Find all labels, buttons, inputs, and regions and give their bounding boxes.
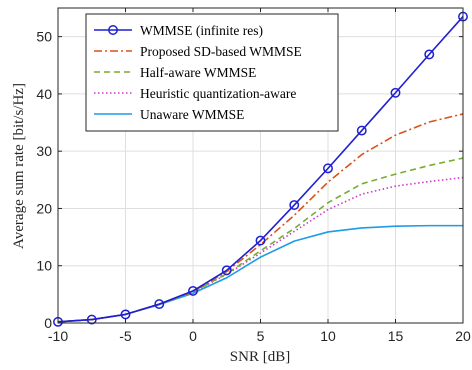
y-tick-label: 50 <box>36 29 52 45</box>
y-axis-title: Average sum rate [bit/s/Hz] <box>11 83 27 249</box>
legend-label-1: Proposed SD-based WMMSE <box>140 44 302 59</box>
x-tick-label: 5 <box>257 328 265 344</box>
x-tick-label: -10 <box>48 328 68 344</box>
series-point-0 <box>120 309 131 320</box>
y-tick-label: 30 <box>36 143 52 159</box>
series-point-0 <box>221 265 232 276</box>
x-tick-label: 10 <box>320 328 336 344</box>
series-line-3 <box>57 176 464 323</box>
x-tick-label: 20 <box>455 328 471 344</box>
series-layer <box>53 11 468 327</box>
x-tick-label: 0 <box>189 328 197 344</box>
series-point-0 <box>424 49 435 60</box>
y-tick-label: 40 <box>36 86 52 102</box>
series-point-0 <box>323 163 333 174</box>
series-point-0 <box>390 87 401 98</box>
y-tick-label: 10 <box>36 258 52 274</box>
y-tick-label: 20 <box>36 200 52 216</box>
legend-label-4: Unaware WMMSE <box>140 107 244 122</box>
legend: WMMSE (infinite res) Proposed SD-based WM… <box>85 13 339 132</box>
ticks: -10 -5 0 5 10 15 20 0 10 20 30 40 50 <box>36 8 471 344</box>
y-tick-label: 0 <box>44 315 52 331</box>
legend-label-0: WMMSE (infinite res) <box>140 23 263 38</box>
series-point-0 <box>86 314 97 325</box>
legend-label-2: Half-aware WMMSE <box>140 65 256 80</box>
series-line-2 <box>57 157 464 323</box>
x-tick-label: -5 <box>119 328 132 344</box>
series-point-0 <box>356 125 367 136</box>
series-point-0 <box>154 299 165 310</box>
legend-label-3: Heuristic quantization-aware <box>140 86 296 101</box>
series-point-0 <box>289 200 300 210</box>
x-tick-label: 15 <box>388 328 404 344</box>
legend-marker-0 <box>108 25 118 35</box>
series-point-0 <box>255 235 266 246</box>
series-line-0 <box>57 16 464 323</box>
x-axis-title: SNR [dB] <box>230 349 290 365</box>
series-point-0 <box>188 285 198 296</box>
